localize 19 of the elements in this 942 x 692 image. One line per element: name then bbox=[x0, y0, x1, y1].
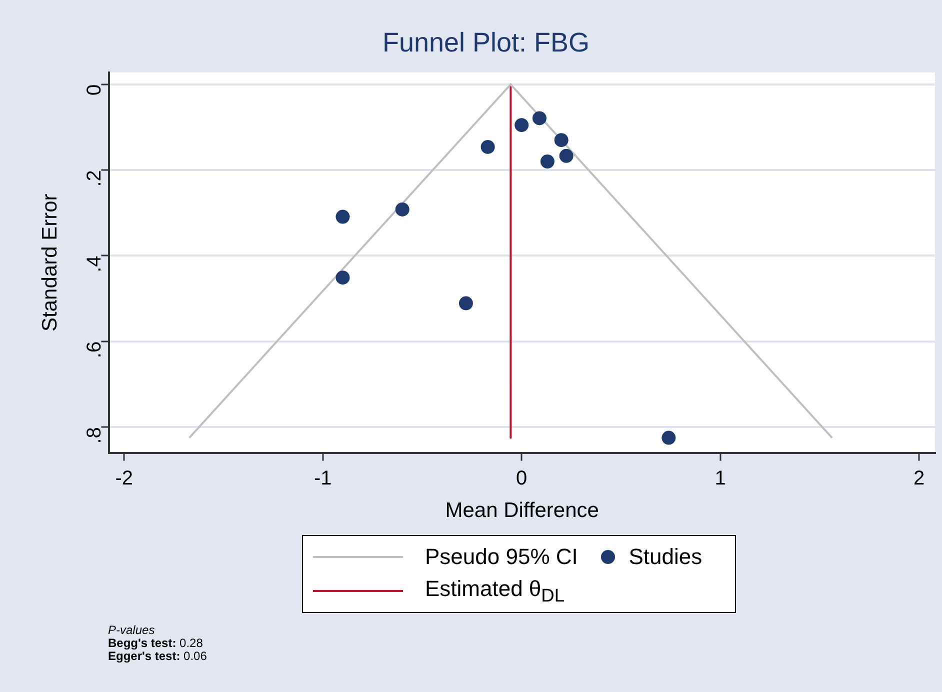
x-tick-label: -2 bbox=[115, 467, 134, 490]
text: Begg's test: 0.28 bbox=[108, 636, 204, 650]
chart-title: Funnel Plot: FBG bbox=[382, 28, 590, 58]
y-tick-label: .8 bbox=[84, 427, 106, 444]
x-tick-label: -1 bbox=[314, 467, 332, 490]
x-tick-label: 2 bbox=[914, 467, 925, 490]
legend-label: Estimated θ$_{DL}$ bbox=[425, 576, 565, 606]
legend-label: Pseudo 95% CI bbox=[425, 544, 578, 570]
y-tick-label: 0 bbox=[84, 84, 106, 96]
legend-label: Studies bbox=[628, 544, 702, 570]
text: P-values bbox=[108, 623, 156, 637]
y-tick-label: .4 bbox=[84, 256, 106, 272]
x-tick-label: 0 bbox=[516, 467, 528, 490]
y-tick-label: .6 bbox=[84, 341, 106, 358]
y-tick-label: .2 bbox=[84, 170, 106, 187]
x-tick-label: 1 bbox=[714, 467, 726, 490]
x-axis-title: Mean Difference bbox=[445, 499, 599, 522]
y-axis-title: Standard Error bbox=[38, 194, 62, 332]
text: Egger's test: 0.06 bbox=[108, 649, 207, 663]
